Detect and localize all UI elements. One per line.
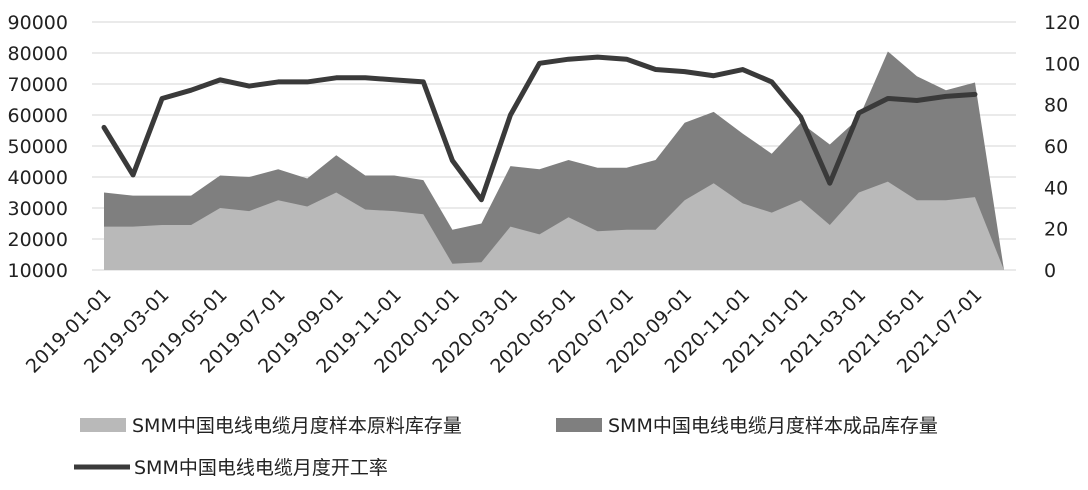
line-layer <box>101 54 978 203</box>
legend: SMM中国电线电缆月度样本原料库存量 SMM中国电线电缆月度样本成品库存量 SMM中… <box>74 415 938 479</box>
left-axis-ticks: 10000 20000 30000 40000 50000 60000 70000 80000… <box>8 12 68 282</box>
right-y-tick-label: 100 <box>1044 53 1080 75</box>
right-axis-ticks: 0 20 40 60 80 100 120 <box>1044 12 1080 282</box>
right-y-tick-label: 60 <box>1044 136 1068 158</box>
left-y-tick-label: 50000 <box>8 136 68 158</box>
right-y-tick-label: 40 <box>1044 177 1068 199</box>
area-layer <box>104 51 1004 271</box>
legend-label: SMM中国电线电缆月度开工率 <box>134 457 388 479</box>
left-y-tick-label: 10000 <box>8 260 68 282</box>
left-y-tick-label: 90000 <box>8 12 68 34</box>
legend-label: SMM中国电线电缆月度样本成品库存量 <box>608 415 938 437</box>
left-y-tick-label: 70000 <box>8 74 68 96</box>
legend-swatch <box>80 418 126 432</box>
right-y-tick-label: 0 <box>1044 260 1056 282</box>
right-y-tick-label: 120 <box>1044 12 1080 34</box>
line-operating-rate <box>101 54 978 203</box>
left-y-tick-label: 30000 <box>8 198 68 220</box>
area-raw-material-inventory <box>104 181 1004 270</box>
left-y-tick-label: 20000 <box>8 229 68 251</box>
legend-label: SMM中国电线电缆月度样本原料库存量 <box>132 415 462 437</box>
left-y-tick-label: 60000 <box>8 105 68 127</box>
right-y-tick-label: 80 <box>1044 95 1068 117</box>
legend-swatch <box>556 418 602 432</box>
right-y-tick-label: 20 <box>1044 219 1068 241</box>
left-y-tick-label: 80000 <box>8 43 68 65</box>
left-y-tick-label: 40000 <box>8 167 68 189</box>
x-axis-ticks: 2019-01-012019-03-012019-05-012019-07-01… <box>22 284 987 378</box>
